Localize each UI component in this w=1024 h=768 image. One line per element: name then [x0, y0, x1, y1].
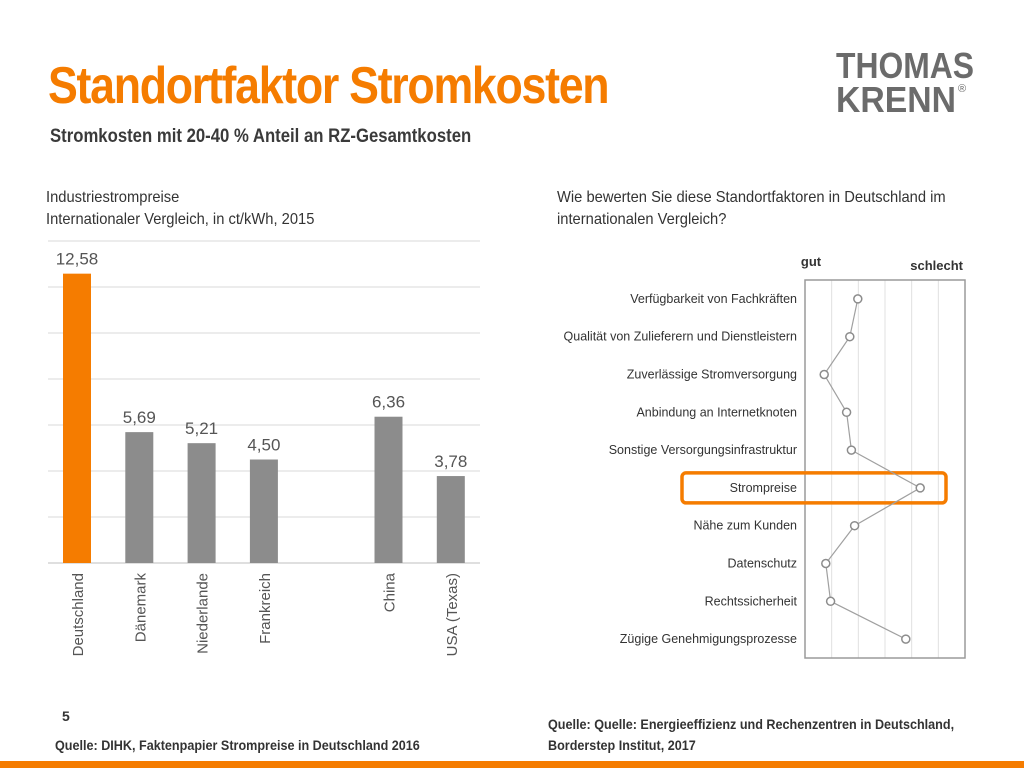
logo-mark: ® — [958, 83, 966, 95]
source-right: Quelle: Quelle: Energieeffizienz und Rec… — [548, 714, 954, 756]
category-label: Frankreich — [257, 573, 274, 644]
data-label: 12,58 — [56, 250, 99, 269]
bottom-accent-line — [0, 761, 1024, 768]
bar-chart-heading: Industriestrompreise Internationaler Ver… — [46, 187, 314, 231]
data-label: 5,21 — [185, 419, 218, 438]
factor-label: Rechtssicherheit — [705, 594, 798, 608]
column-label-gut: gut — [801, 254, 822, 269]
highlight-box-strompreise — [680, 471, 948, 505]
source-left: Quelle: DIHK, Faktenpapier Strompreise i… — [55, 737, 420, 753]
electricity-price-bar-chart: 12,58 Deutschland 5,69 Dänemark 5,21 Niederla… — [48, 240, 480, 656]
bar-d-nemark — [125, 432, 154, 563]
rating-point — [845, 331, 855, 342]
data-label: 4,50 — [247, 436, 280, 455]
dot-chart-heading: Wie bewerten Sie diese Standortfaktoren … — [557, 187, 946, 231]
rating-point — [853, 294, 863, 304]
rating-point — [821, 558, 831, 569]
thomas-krenn-logo: THOMAS KRENN ® — [836, 48, 974, 118]
bar-deutschland — [63, 273, 91, 563]
category-label: China — [382, 572, 399, 612]
factor-label: Zuverlässige Stromversorgung — [627, 368, 797, 382]
bar-usa-texas- — [436, 476, 465, 563]
bar-frankreich — [249, 459, 278, 563]
data-label: 6,36 — [372, 393, 405, 412]
bar-china — [374, 416, 403, 563]
logo-line2: KRENN — [836, 79, 956, 118]
plot-frame — [804, 279, 966, 659]
factor-label: Zügige Genehmigungsprozesse — [620, 632, 797, 646]
factor-label: Nähe zum Kunden — [693, 519, 797, 533]
bar-chart-heading-line2: Internationaler Vergleich, in ct/kWh, 20… — [46, 211, 315, 228]
slide-subtitle: Stromkosten mit 20-40 % Anteil an RZ-Ges… — [50, 126, 472, 147]
page-number: 5 — [62, 708, 70, 724]
rating-point — [849, 520, 860, 531]
rating-point — [901, 634, 911, 644]
dot-chart-heading-line2: internationalen Vergleich? — [557, 211, 727, 228]
factor-label: Qualität von Zulieferern und Dienstleist… — [564, 330, 798, 344]
bar-niederlande — [187, 443, 216, 563]
dot-chart-heading-line1: Wie bewerten Sie diese Standortfaktoren … — [557, 189, 946, 206]
category-label: USA (Texas) — [444, 573, 461, 656]
rating-point — [825, 596, 836, 607]
data-label: 5,69 — [123, 408, 156, 427]
category-label: Dänemark — [132, 573, 149, 643]
data-label: 3,78 — [434, 452, 467, 471]
factor-label: Anbindung an Internetknoten — [636, 405, 797, 419]
column-label-schlecht: schlecht — [910, 258, 963, 273]
factor-label: Sonstige Versorgungsinfrastruktur — [609, 443, 797, 457]
source-right-line1: Quelle: Quelle: Energieeffizienz und Rec… — [548, 716, 955, 732]
rating-line — [823, 298, 922, 640]
logo-line1: THOMAS — [836, 48, 974, 86]
rating-point — [915, 483, 925, 493]
factor-label: Strompreise — [730, 481, 797, 495]
factor-label: Verfügbarkeit von Fachkräften — [630, 292, 797, 306]
source-right-line2: Borderstep Institut, 2017 — [548, 737, 696, 753]
rating-point — [846, 445, 857, 455]
slide-title: Standortfaktor Stromkosten — [48, 57, 610, 115]
factor-label: Datenschutz — [728, 557, 797, 571]
bar-chart-heading-line1: Industriestrompreise — [46, 189, 180, 206]
category-label: Niederlande — [195, 573, 212, 654]
rating-point — [819, 369, 829, 380]
category-label: Deutschland — [70, 573, 87, 656]
location-factor-rating-chart: gut schlecht Verfügbarkeit von Fachkräften… — [564, 254, 966, 659]
rating-point — [841, 407, 852, 418]
